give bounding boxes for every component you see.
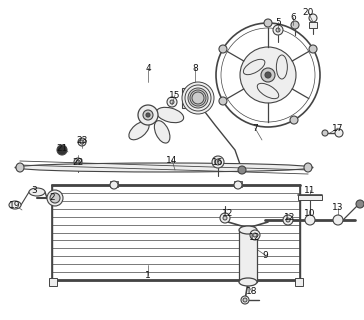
Ellipse shape [244,59,265,75]
Circle shape [185,85,211,111]
Text: 12: 12 [222,209,234,218]
Circle shape [212,156,224,168]
Text: 11: 11 [304,186,316,195]
Circle shape [219,97,227,105]
Ellipse shape [16,163,24,172]
Circle shape [78,138,86,146]
Ellipse shape [239,226,257,234]
Circle shape [223,216,227,220]
Circle shape [110,181,118,189]
Bar [49,278,57,286]
Circle shape [238,166,246,174]
Text: 16: 16 [212,157,224,166]
Ellipse shape [239,278,257,286]
Bar [298,195,322,200]
Ellipse shape [15,163,313,172]
Text: 7: 7 [252,124,258,132]
Ellipse shape [276,55,287,79]
Circle shape [143,110,153,120]
Circle shape [276,28,280,32]
Ellipse shape [304,163,312,172]
Circle shape [170,100,174,104]
Bar [110,181,118,187]
Text: 12: 12 [284,213,296,222]
Circle shape [264,19,272,27]
Circle shape [234,181,242,189]
Ellipse shape [157,107,184,123]
Text: 23: 23 [76,135,88,145]
Circle shape [322,130,328,136]
Text: 6: 6 [290,12,296,21]
Circle shape [265,72,271,78]
Circle shape [335,129,343,137]
Circle shape [309,45,317,53]
Text: 22: 22 [72,157,84,166]
Text: 2: 2 [49,193,55,202]
Circle shape [146,113,150,117]
Circle shape [167,97,177,107]
Circle shape [253,233,257,237]
Text: 8: 8 [192,63,198,73]
Bar [182,88,198,108]
Text: 1: 1 [145,270,151,279]
Circle shape [291,21,299,29]
Circle shape [305,215,315,225]
Circle shape [138,105,158,125]
Circle shape [243,298,247,302]
Text: 10: 10 [304,209,316,218]
Text: 4: 4 [145,63,151,73]
Circle shape [273,25,283,35]
Text: 13: 13 [332,204,344,212]
Circle shape [290,116,298,124]
Bar [295,278,303,286]
Bar [239,230,257,282]
Circle shape [356,200,364,208]
Circle shape [250,230,260,240]
Bar [234,181,242,187]
Bar [309,22,317,28]
Circle shape [215,159,221,165]
Circle shape [261,68,275,82]
Ellipse shape [129,121,149,140]
Circle shape [283,215,293,225]
Circle shape [192,92,204,104]
Text: 19: 19 [9,201,21,210]
Circle shape [286,218,290,222]
Ellipse shape [257,83,279,99]
Circle shape [220,213,230,223]
Circle shape [188,88,208,108]
Text: 9: 9 [262,251,268,260]
Circle shape [240,47,296,103]
Ellipse shape [9,201,21,209]
Text: 18: 18 [246,287,258,297]
Circle shape [190,90,206,106]
Circle shape [219,45,227,53]
Bar [52,185,300,280]
Text: 5: 5 [275,18,281,27]
Circle shape [309,14,317,22]
Text: 17: 17 [332,124,344,132]
Circle shape [182,82,214,114]
Text: 3: 3 [31,186,37,195]
Circle shape [50,193,60,203]
Ellipse shape [154,121,170,143]
Ellipse shape [29,188,45,196]
Circle shape [76,160,80,164]
Text: 21: 21 [56,143,68,153]
Circle shape [80,140,84,144]
Text: 12: 12 [249,234,261,243]
Circle shape [57,145,67,155]
Text: 15: 15 [169,91,181,100]
Circle shape [74,158,82,166]
Circle shape [333,215,343,225]
Text: 14: 14 [166,156,178,164]
Circle shape [47,190,63,206]
Text: 20: 20 [302,7,314,17]
Circle shape [241,296,249,304]
